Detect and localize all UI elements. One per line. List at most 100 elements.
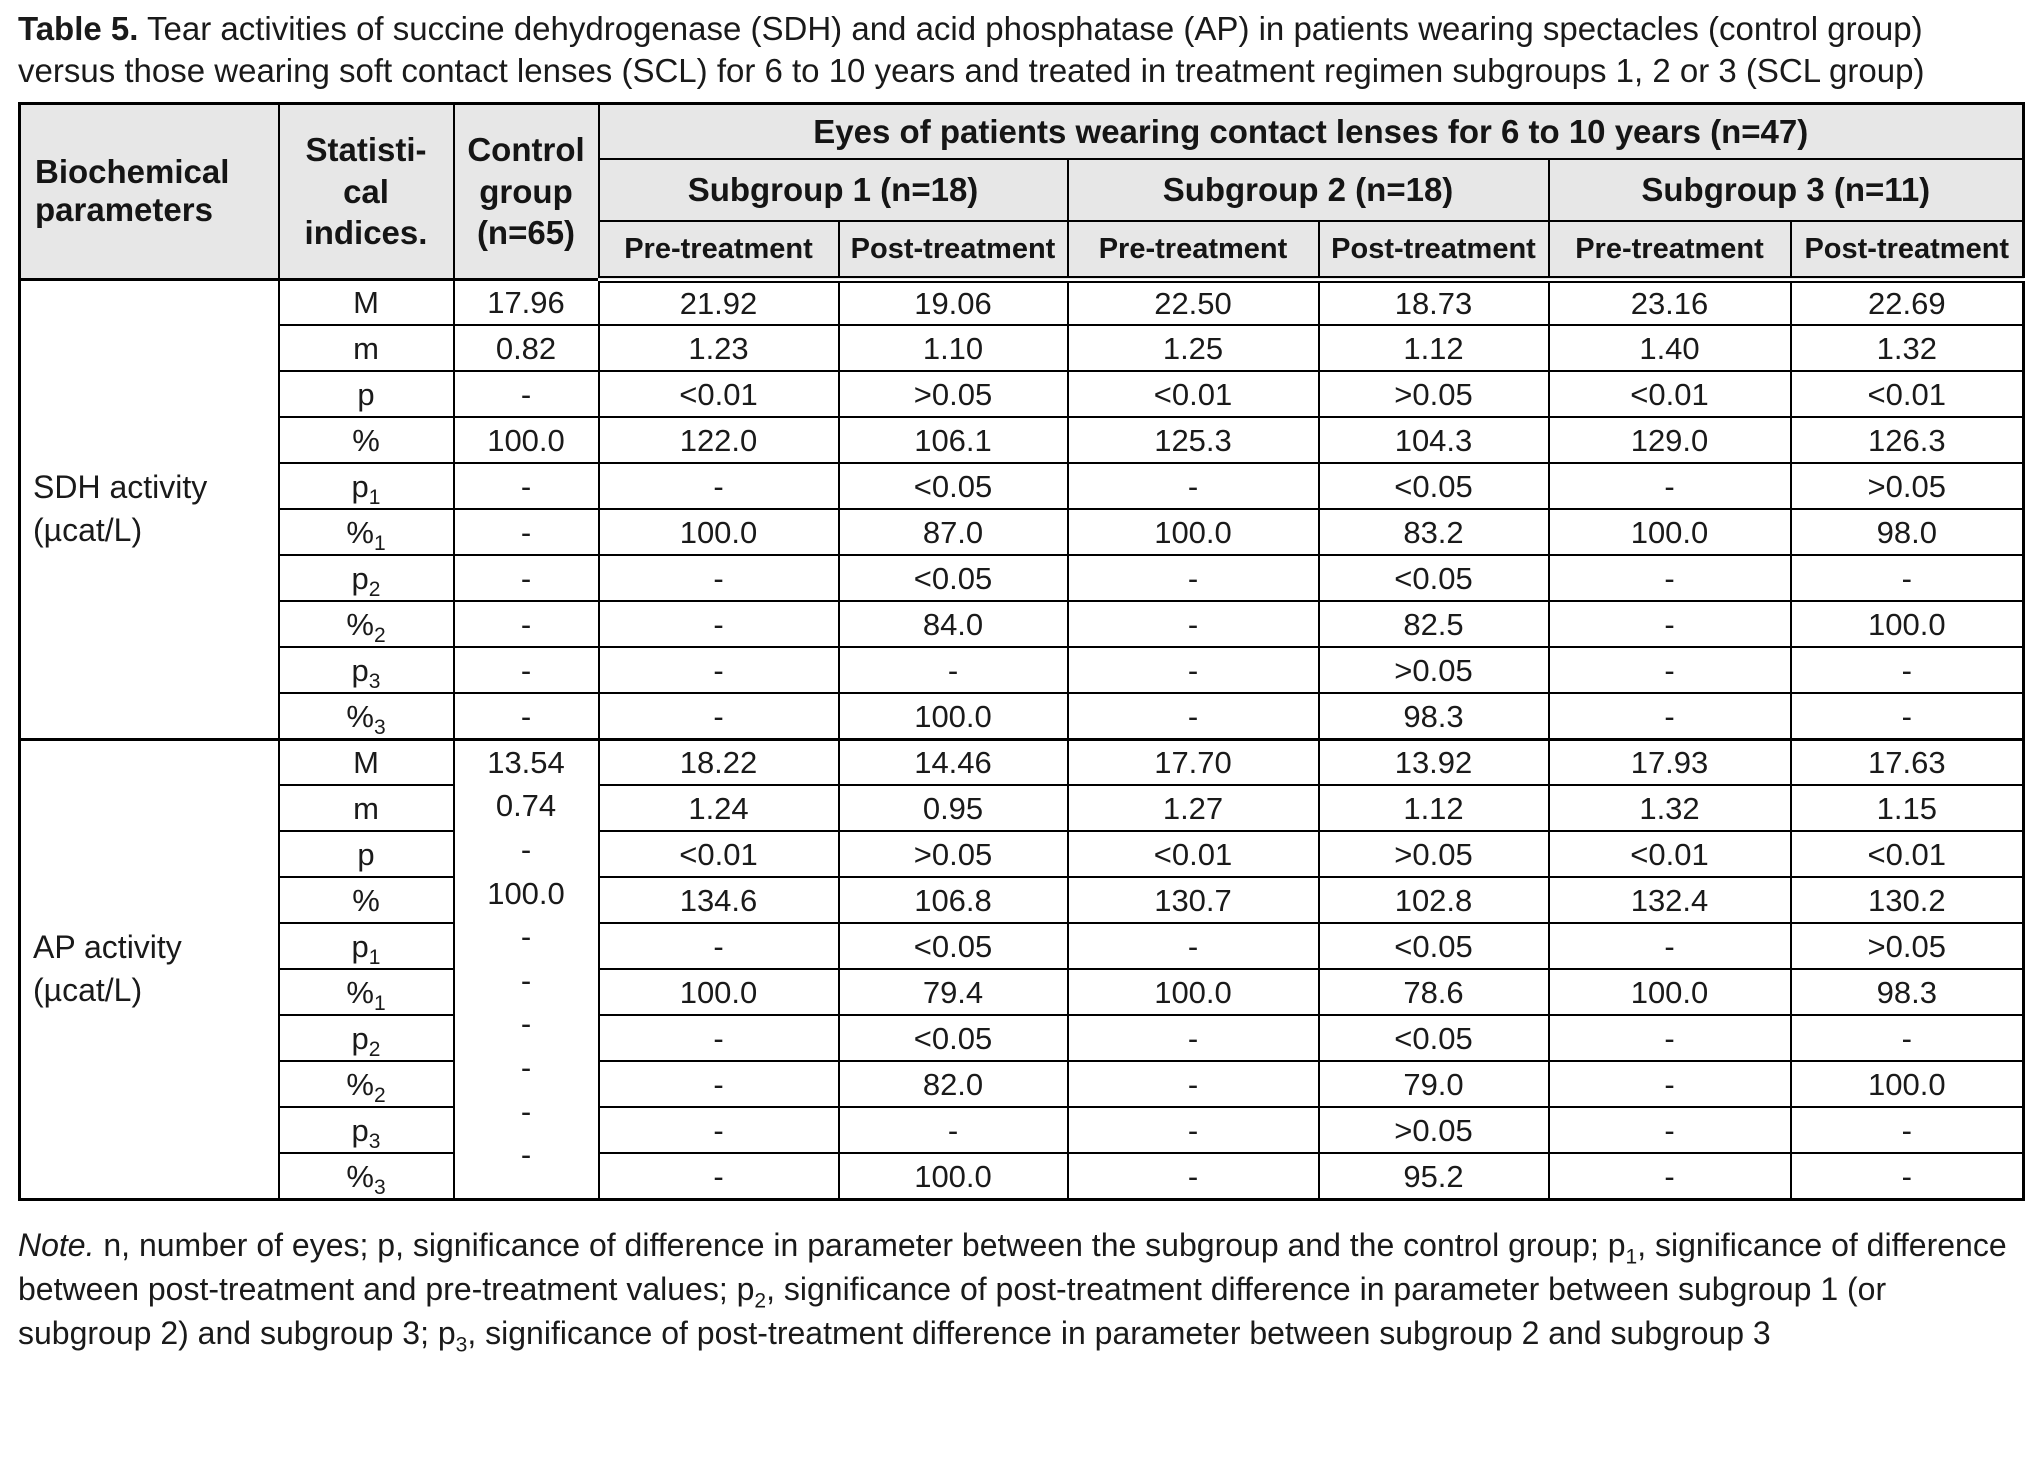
- value-cell: -: [1066, 646, 1320, 695]
- value-cell: 100.0: [1547, 968, 1792, 1017]
- header-eyes-of-patients: Eyes of patients wearing contact lenses …: [597, 102, 2025, 161]
- stat-index: %2: [277, 1060, 455, 1109]
- table-row: %2-82.0-79.0-100.0: [20, 1060, 2025, 1109]
- value-cell: 1.12: [1317, 324, 1550, 373]
- value-cell: 134.6: [597, 876, 840, 925]
- value-cell: >0.05: [837, 370, 1069, 419]
- value-cell: >0.05: [1789, 462, 2025, 511]
- control-value: -: [452, 462, 600, 511]
- value-cell: -: [1066, 922, 1320, 971]
- caption-label: Table 5.: [18, 10, 139, 47]
- header-post-treatment-s3: Post-treatment: [1789, 220, 2025, 283]
- table-row: p2- <0.05- <0.05- -: [20, 1014, 2025, 1063]
- table-row: %1-100.0 87.0 100.0 83.2 100.0 98.0: [20, 508, 2025, 557]
- table-row: SDH activity (µcat/L) M 17.96 21.92 19.06 22.5…: [18, 277, 2025, 741]
- value-cell: 100.0: [1789, 1060, 2025, 1109]
- value-cell: 79.4: [837, 968, 1069, 1017]
- value-cell: -: [597, 554, 840, 603]
- stat-index: %: [277, 876, 455, 925]
- value-cell: >0.05: [1317, 830, 1550, 879]
- value-cell: 100.0: [1789, 600, 2025, 649]
- data-table: Biochemical parameters Statisti- cal ind…: [18, 101, 2026, 1201]
- value-cell: 100.0: [1066, 508, 1320, 557]
- value-cell: -: [1547, 1152, 1792, 1201]
- value-cell: >0.05: [1789, 922, 2025, 971]
- value-cell: -: [1547, 1060, 1792, 1109]
- table-row: p1- - <0.05- <0.05- >0.05: [20, 462, 2025, 511]
- value-cell: 1.32: [1547, 784, 1792, 833]
- table-row: p1- <0.05- <0.05- >0.05: [20, 922, 2025, 971]
- value-cell: 78.6: [1317, 968, 1550, 1017]
- value-cell: 100.0: [837, 692, 1069, 741]
- value-cell: <0.01: [1789, 370, 2025, 419]
- stat-index: m: [277, 784, 455, 833]
- value-cell: 1.12: [1317, 784, 1550, 833]
- header-control-group: Control group (n=65): [452, 102, 600, 281]
- table-row: p3- - - - >0.05- -: [20, 646, 2025, 695]
- value-cell: 98.0: [1789, 508, 2025, 557]
- stat-index: %1: [277, 968, 455, 1017]
- value-cell: -: [597, 1014, 840, 1063]
- value-cell: 1.15: [1789, 784, 2025, 833]
- stat-index: p3: [277, 1106, 455, 1155]
- table-body: SDH activity (µcat/L) M 17.96 21.92 19.06 22.5…: [18, 277, 2025, 1201]
- control-value: -: [452, 692, 600, 741]
- value-cell: 1.24: [597, 784, 840, 833]
- value-cell: >0.05: [1317, 370, 1550, 419]
- stat-index: p1: [277, 462, 455, 511]
- table-row: %3- -100.0-98.3- -: [20, 692, 2025, 741]
- value-cell: -: [1547, 1106, 1792, 1155]
- stat-index: p2: [277, 1014, 455, 1063]
- header-post-treatment-s1: Post-treatment: [837, 220, 1069, 283]
- table-row: m 0.82 1.23 1.10 1.25 1.12 1.40 1.32: [20, 324, 2025, 373]
- value-cell: -: [1066, 1106, 1320, 1155]
- value-cell: -: [597, 1060, 840, 1109]
- table-row: %3-100.0-95.2- -: [20, 1152, 2025, 1201]
- value-cell: >0.05: [837, 830, 1069, 879]
- table-row: p - <0.01 >0.05 <0.01 >0.05 <0.01 <0.01: [20, 370, 2025, 419]
- value-cell: -: [1066, 1014, 1320, 1063]
- value-cell: >0.05: [1317, 646, 1550, 695]
- header-biochemical-parameters: Biochemical parameters: [18, 102, 280, 281]
- header-pre-treatment-s1: Pre-treatment: [597, 220, 840, 283]
- table-header: Biochemical parameters Statisti- cal ind…: [18, 102, 2025, 283]
- table-row: %1 100.0 79.4 100.0 78.6 100.0 98.3: [20, 968, 2025, 1017]
- value-cell: 17.63: [1789, 737, 2025, 787]
- table-row: p2- - <0.05- <0.05- -: [20, 554, 2025, 603]
- caption-text: Tear activities of succine dehydrogenase…: [18, 10, 1925, 89]
- value-cell: 87.0: [837, 508, 1069, 557]
- value-cell: 17.93: [1547, 737, 1792, 787]
- value-cell: -: [1547, 554, 1792, 603]
- value-cell: -: [1789, 692, 2025, 741]
- value-cell: 126.3: [1789, 416, 2025, 465]
- stat-index: M: [277, 737, 455, 787]
- table-row: % 134.6 106.8 130.7 102.8 132.4 130.2: [20, 876, 2025, 925]
- value-cell: 83.2: [1317, 508, 1550, 557]
- control-value: -: [452, 646, 600, 695]
- value-cell: 129.0: [1547, 416, 1792, 465]
- control-value: 17.96: [452, 277, 600, 327]
- header-row-3: Pre-treatment Post-treatment Pre-treatme…: [20, 220, 2025, 283]
- value-cell: 22.50: [1066, 277, 1320, 327]
- value-cell: 100.0: [597, 968, 840, 1017]
- note-label: Note.: [18, 1226, 95, 1263]
- value-cell: 21.92: [597, 277, 840, 327]
- value-cell: <0.01: [1547, 830, 1792, 879]
- value-cell: 122.0: [597, 416, 840, 465]
- value-cell: -: [1066, 692, 1320, 741]
- value-cell: 100.0: [597, 508, 840, 557]
- value-cell: >0.05: [1317, 1106, 1550, 1155]
- value-cell: <0.05: [837, 554, 1069, 603]
- value-cell: 13.92: [1317, 737, 1550, 787]
- value-cell: -: [597, 462, 840, 511]
- value-cell: 1.23: [597, 324, 840, 373]
- value-cell: -: [1789, 646, 2025, 695]
- table-row: AP activity (µcat/L) M 13.54 0.74-100.0- - - - -…: [18, 737, 2025, 1201]
- value-cell: -: [597, 600, 840, 649]
- control-value: 0.82: [452, 324, 600, 373]
- value-cell: <0.01: [1547, 370, 1792, 419]
- value-cell: -: [1789, 1106, 2025, 1155]
- value-cell: <0.05: [837, 462, 1069, 511]
- value-cell: -: [597, 646, 840, 695]
- value-cell: <0.01: [597, 370, 840, 419]
